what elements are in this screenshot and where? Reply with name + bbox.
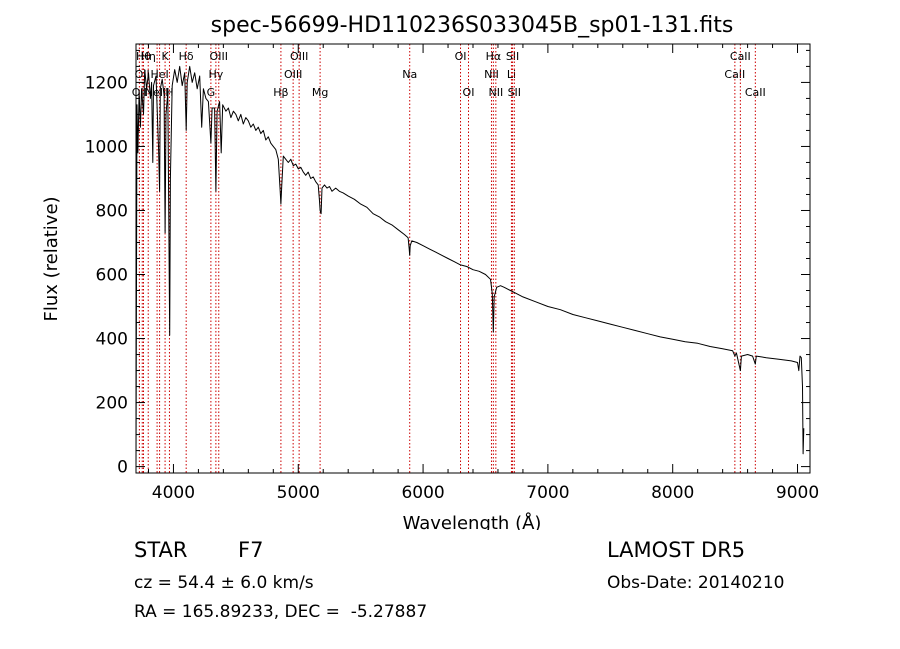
line-marker-label: OIII xyxy=(210,50,228,63)
line-marker-label: K xyxy=(161,50,169,63)
line-marker-label: SII xyxy=(508,86,521,99)
y-tick-label: 800 xyxy=(96,201,128,221)
line-marker-label: CaII xyxy=(730,50,751,63)
line-marker-label: Hβ xyxy=(273,86,288,99)
y-axis-label: Flux (relative) xyxy=(41,196,62,321)
y-tick-label: 200 xyxy=(96,394,128,414)
line-marker-label: NII xyxy=(484,68,499,81)
x-tick-label: 8000 xyxy=(651,483,694,503)
x-tick-label: 7000 xyxy=(526,483,569,503)
y-tick-label: 0 xyxy=(117,458,128,478)
y-tick-label: 600 xyxy=(96,266,128,286)
x-tick-label: 9000 xyxy=(776,483,819,503)
line-marker-label: OI xyxy=(455,50,467,63)
line-marker-label: Hγ xyxy=(208,68,223,81)
x-tick-label: 6000 xyxy=(401,483,444,503)
object-class: STAR xyxy=(134,538,188,562)
line-marker-label: OI xyxy=(463,86,475,99)
line-marker-label: Hδ xyxy=(179,50,194,63)
line-marker-label: SII xyxy=(506,50,519,63)
line-marker-label: HeI xyxy=(150,68,168,81)
y-tick-label: 400 xyxy=(96,330,128,350)
plot-frame xyxy=(135,43,811,474)
x-tick-label: 5000 xyxy=(277,483,320,503)
line-marker-label: Hθ xyxy=(136,50,151,63)
line-marker-label: Mg xyxy=(312,86,328,99)
line-marker-label: OIII xyxy=(284,68,302,81)
chart-title: spec-56699-HD110236S033045B_sp01-131.fit… xyxy=(211,13,734,38)
x-axis-label: Wavelength (Å) xyxy=(403,512,542,530)
y-tick-label: 1200 xyxy=(85,73,128,93)
x-axis: 4000 5000 6000 7000 8000 9000 xyxy=(147,44,819,503)
line-marker-label: OII xyxy=(135,68,150,81)
line-marker-label: Na xyxy=(402,68,417,81)
y-tick-label: 1000 xyxy=(85,137,128,157)
x-tick-label: 4000 xyxy=(152,483,195,503)
spectrum-line xyxy=(135,65,805,467)
y-axis: 0 200 400 600 800 1000 1200 xyxy=(85,49,810,478)
observation-date: Obs-Date: 20140210 xyxy=(607,573,785,593)
spectrum-chart: spec-56699-HD110236S033045B_sp01-131.fit… xyxy=(41,13,819,530)
line-marker-label: H xyxy=(165,86,173,99)
object-subclass: F7 xyxy=(238,538,264,562)
line-marker-label: Li xyxy=(507,68,516,81)
line-marker-label: Hα xyxy=(486,50,502,63)
line-marker-label: CaII xyxy=(724,68,745,81)
line-marker-label: OIII xyxy=(290,50,308,63)
redshift-value: cz = 54.4 ± 6.0 km/s xyxy=(134,573,314,593)
line-marker-label: CaII xyxy=(745,86,766,99)
line-marker-label: NII xyxy=(488,86,503,99)
line-marker-label: G xyxy=(207,86,216,99)
line-marker-label: Hη xyxy=(141,50,156,63)
survey-name: LAMOST DR5 xyxy=(607,538,746,562)
coordinates: RA = 165.89233, DEC = -5.27887 xyxy=(134,602,428,622)
